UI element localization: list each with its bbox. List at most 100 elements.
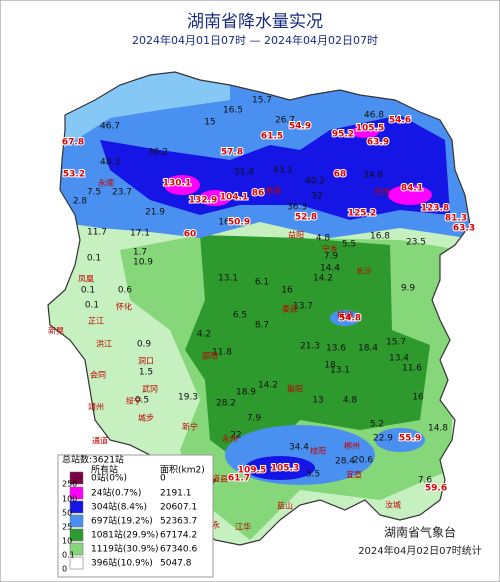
rain-value: 21.9 <box>145 208 165 218</box>
agency: 湖南省气象台 <box>384 525 456 540</box>
field-dark-blue-south <box>245 456 315 480</box>
rain-value: 125.2 <box>348 209 376 219</box>
legend-swatch <box>69 528 84 542</box>
rain-value: 68 <box>334 170 347 180</box>
rain-value: 28.2 <box>216 399 236 409</box>
rain-value: 86 <box>252 189 265 199</box>
legend-area: 20607.1 <box>160 503 197 513</box>
rain-value: 13.4 <box>389 354 409 364</box>
rain-value: 0.1 <box>87 254 101 264</box>
legend-area: 67174.2 <box>160 531 197 541</box>
station-name: 芷江 <box>88 316 104 326</box>
station-name: 宁乡 <box>322 244 338 254</box>
station-name: 常德 <box>265 186 281 196</box>
station-name: 株洲 <box>337 310 353 320</box>
rain-value: 7.9 <box>324 252 339 262</box>
rain-value: 105.3 <box>271 464 299 474</box>
legend-stations: 697站(19.2%) <box>91 515 153 527</box>
legend-area: 67340.6 <box>160 545 197 555</box>
rain-value: 54.6 <box>389 116 411 126</box>
field-magenta <box>164 175 200 195</box>
rain-value: 59.6 <box>425 484 447 494</box>
station-name: 新宁 <box>182 422 198 432</box>
rain-value: 105.5 <box>356 124 384 134</box>
station-name: 永顺 <box>98 178 114 188</box>
rain-value: 61.5 <box>261 132 283 142</box>
rain-value: 130.1 <box>163 179 191 189</box>
legend-threshold: 50 <box>62 509 72 518</box>
legend-stations: 0站(0%) <box>91 472 127 484</box>
rain-value: 2.8 <box>73 197 88 207</box>
rain-value: 43.1 <box>273 166 293 176</box>
station-name: 江华 <box>235 522 251 532</box>
rain-value: 16.8 <box>370 232 390 242</box>
legend-col: 所有站 <box>91 464 118 476</box>
legend-swatch <box>69 471 84 485</box>
legend-threshold: 0.1 <box>62 551 75 560</box>
title: 湖南省降水量实况 <box>187 12 323 32</box>
rain-value: 1.5 <box>139 368 153 378</box>
rain-value: 132.9 <box>189 196 217 206</box>
rain-value: 13.6 <box>326 344 346 354</box>
rain-value: 7.6 <box>418 476 433 486</box>
rain-value: 10.9 <box>133 258 153 268</box>
legend-stations: 24站(0.7%) <box>91 487 141 499</box>
rain-value: 54.9 <box>289 122 311 132</box>
rain-value: 15.7 <box>386 338 406 348</box>
legend-swatch <box>69 556 84 570</box>
legend-stations: 396站(10.9%) <box>91 557 153 569</box>
legend-threshold: 25 <box>62 523 72 532</box>
station-name: 靖州 <box>88 402 104 412</box>
rain-value: 48.3 <box>100 158 120 168</box>
legend-threshold: 0 <box>62 565 67 574</box>
legend: 0站(0%) 0 24站(0.7%) 2191.1 304站(8.4%) 20607.1 6… <box>62 472 197 574</box>
field-magenta <box>199 190 231 206</box>
rain-value: 19.3 <box>178 393 198 403</box>
rain-value: 9.9 <box>401 284 416 294</box>
legend-stations: 304站(8.4%) <box>91 501 147 513</box>
legend-stations: 1119站(30.9%) <box>91 543 159 555</box>
rain-value: 22 <box>230 431 241 441</box>
subtitle: 2024年04月01日07时 — 2024年04月02日07时 <box>132 33 378 47</box>
rain-value: 13.1 <box>330 366 350 376</box>
rain-value: 16 <box>412 393 424 403</box>
station-name: 郴州 <box>344 442 360 451</box>
rain-value: 4.2 <box>197 330 211 340</box>
legend-swatch <box>69 514 84 528</box>
rain-value: 16 <box>218 218 230 228</box>
field-blue-center <box>330 310 360 326</box>
rain-value: 8.7 <box>255 321 269 331</box>
rain-value: 0.1 <box>85 301 99 311</box>
legend-total: 总站数:3621站 <box>62 454 124 466</box>
rain-value: 16 <box>281 286 293 296</box>
rain-value: 123.8 <box>421 204 449 214</box>
rain-value: 23.7 <box>112 188 132 198</box>
legend-area: 5047.8 <box>160 559 192 569</box>
station-name: 邵阳 <box>202 352 218 361</box>
rain-value: 11.6 <box>402 364 422 374</box>
rain-value: 0.9 <box>137 340 152 350</box>
rain-value: 11.8 <box>212 348 232 358</box>
rain-value: 67.8 <box>62 138 84 148</box>
rain-value: 5.5 <box>342 240 356 250</box>
rain-value: 95.2 <box>332 130 354 140</box>
rain-value: 20.6 <box>353 456 373 466</box>
rain-value: 104.1 <box>220 193 248 203</box>
legend-swatch <box>69 500 84 514</box>
rain-value: 18.4 <box>358 344 378 354</box>
station-name: 宜章 <box>346 470 362 480</box>
rain-value: 14.2 <box>313 274 333 284</box>
rain-value: 15.7 <box>252 96 272 106</box>
station-name: 永州 <box>222 434 238 444</box>
rain-value: 63.3 <box>453 224 475 234</box>
station-name: 怀化 <box>116 302 132 312</box>
station-name: 城步 <box>138 414 154 423</box>
stat-time: 2024年04月02日07时统计 <box>358 544 482 557</box>
rain-value: 13 <box>312 396 323 406</box>
rain-value: 36.2 <box>148 148 168 158</box>
legend-stations: 1081站(29.9%) <box>91 529 159 541</box>
station-name: 会同 <box>90 370 106 380</box>
rain-value: 34.4 <box>289 443 309 453</box>
rain-value: 109.5 <box>238 466 266 476</box>
legend-area: 0 <box>160 474 166 484</box>
